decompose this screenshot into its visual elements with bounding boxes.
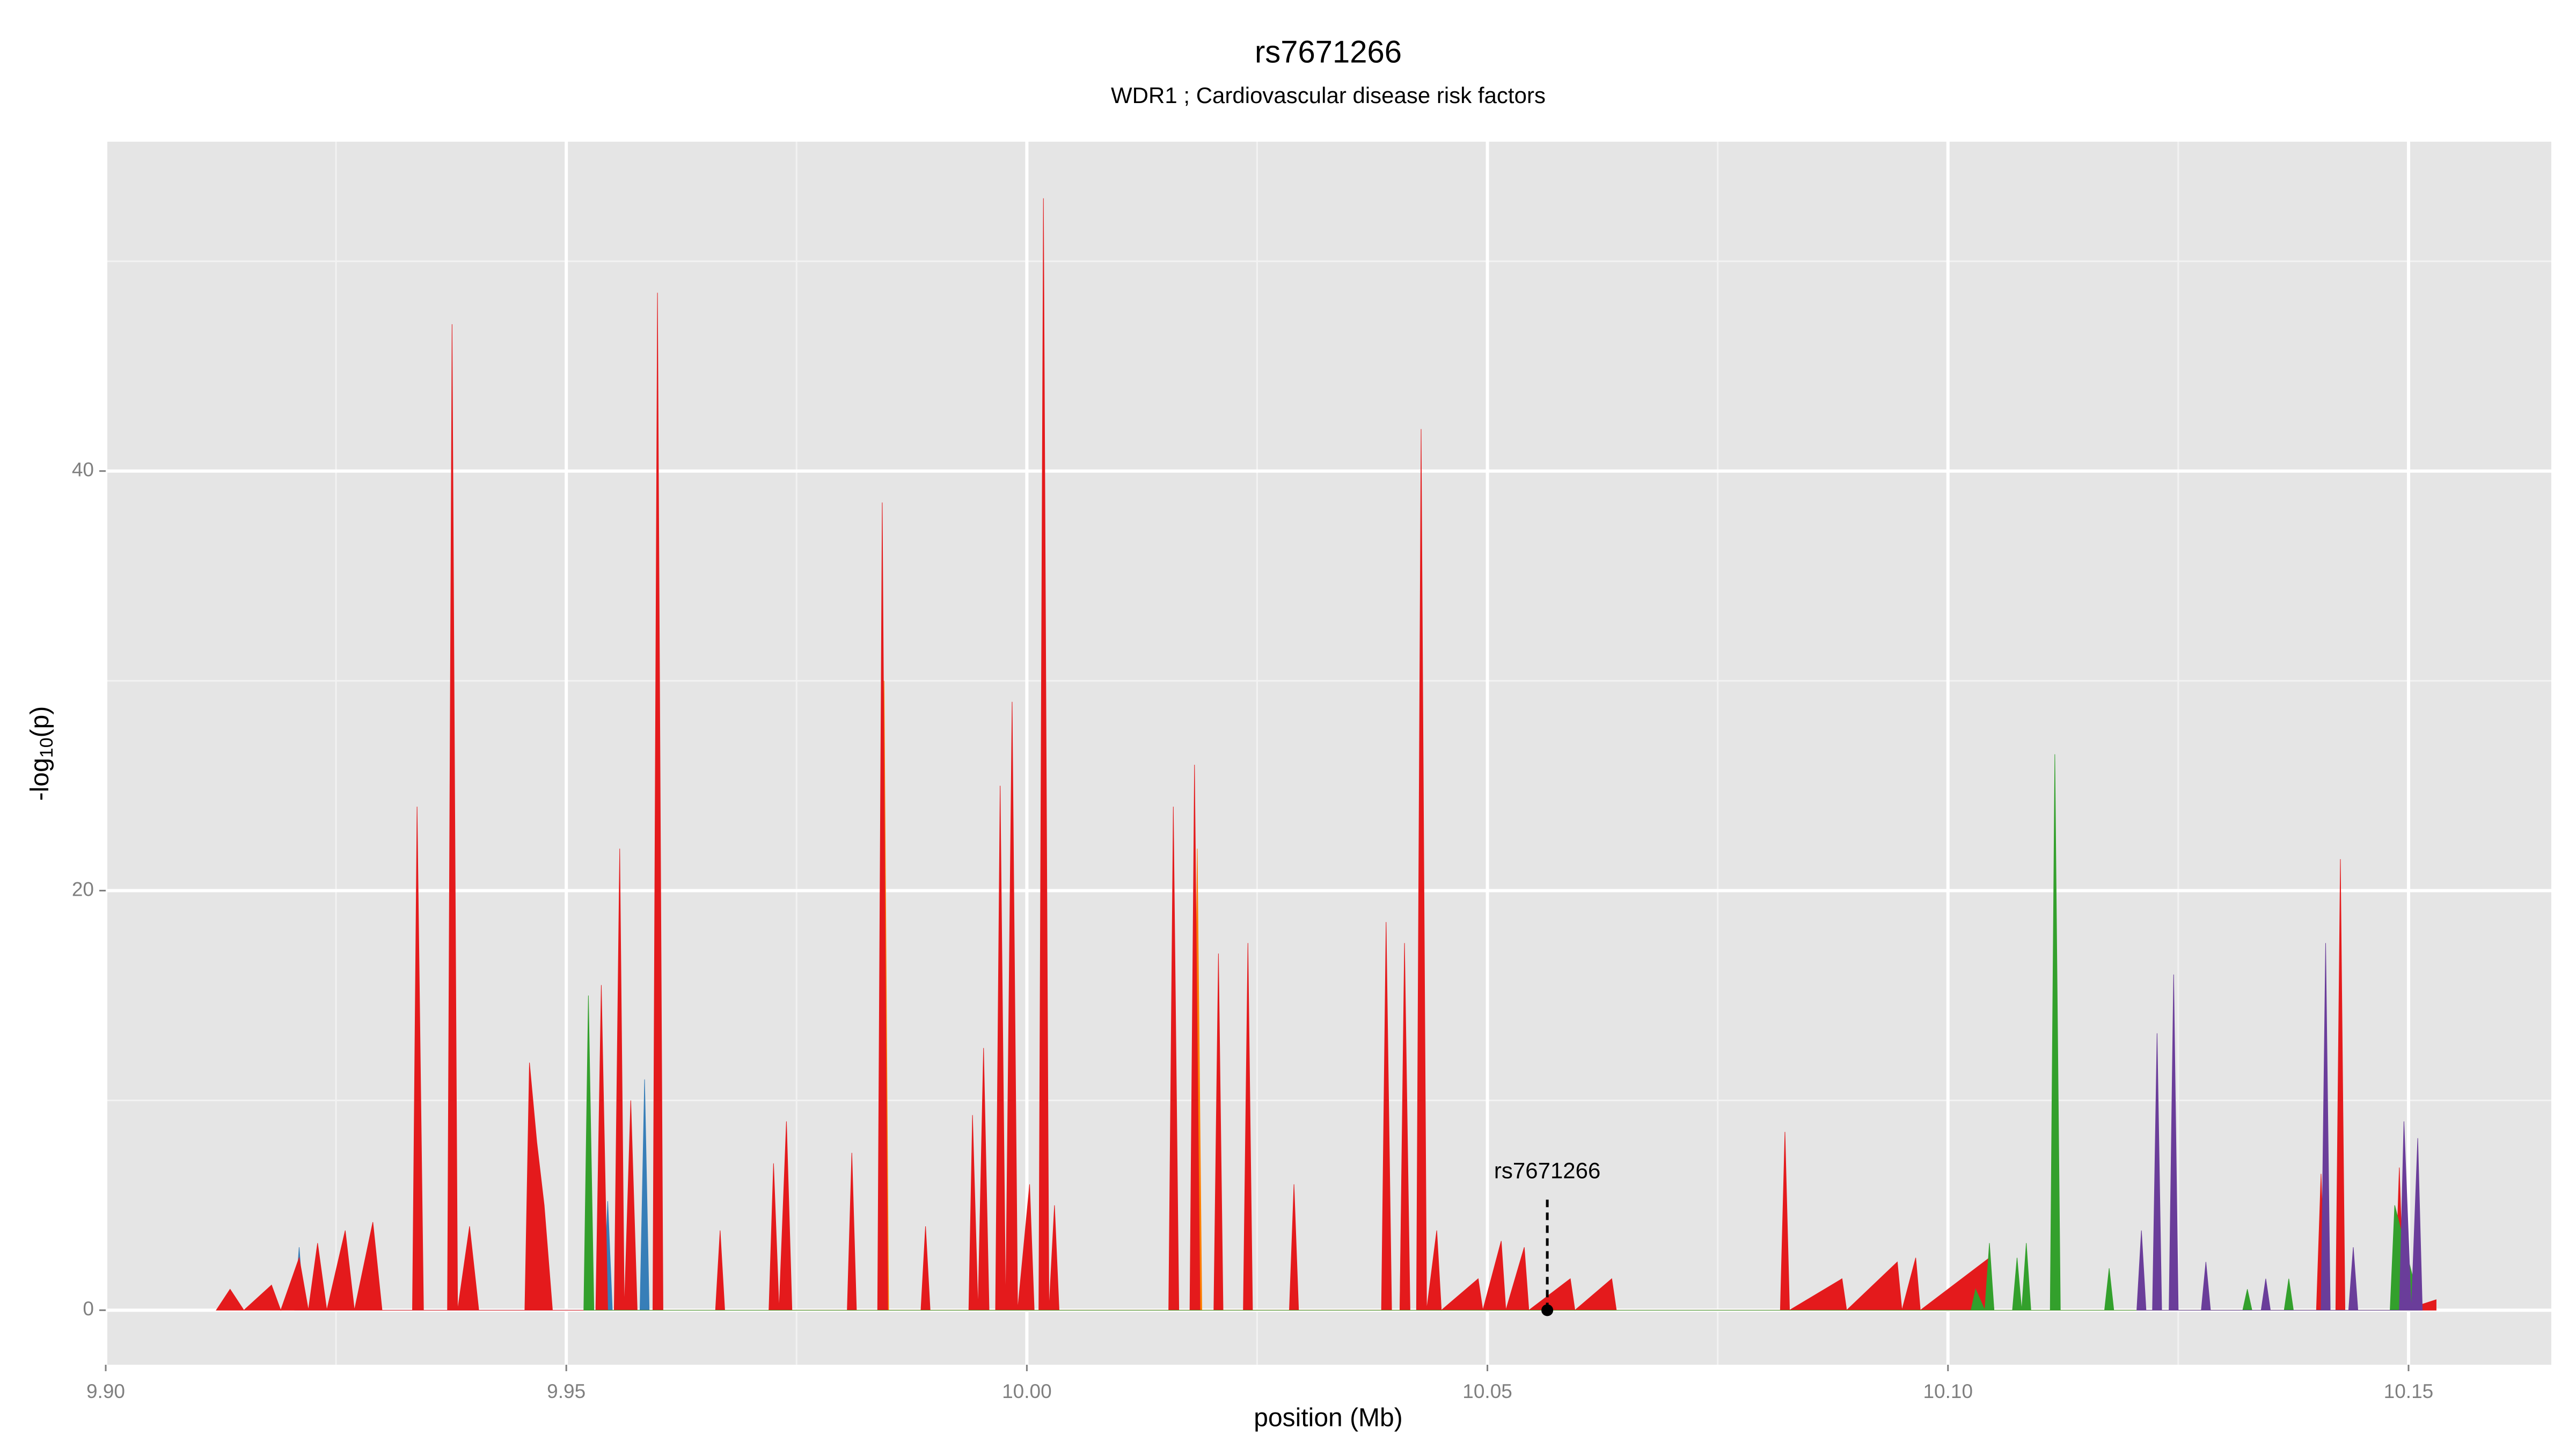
x-tick-label: 10.05 (1462, 1380, 1512, 1402)
y-tick-label: 20 (72, 878, 94, 900)
y-tick-label: 0 (83, 1298, 94, 1320)
x-tick-label: 9.95 (547, 1380, 586, 1402)
plot-background (106, 142, 2551, 1365)
x-tick-label: 10.15 (2384, 1380, 2434, 1402)
annotation-point (1541, 1304, 1554, 1316)
y-axis-title: -log10(p) (26, 706, 57, 801)
x-tick-label: 10.00 (1002, 1380, 1052, 1402)
chart-subtitle: WDR1 ; Cardiovascular disease risk facto… (1111, 83, 1546, 108)
x-tick-label: 10.10 (1923, 1380, 1973, 1402)
y-axis-title-subscript: 10 (36, 737, 57, 758)
y-axis-title-part: -log (26, 758, 54, 801)
y-tick-label: 40 (72, 459, 94, 481)
annotation-label: rs7671266 (1494, 1158, 1601, 1183)
chart-title: rs7671266 (1255, 34, 1402, 69)
y-axis-title-part: (p) (26, 706, 54, 738)
area (2136, 943, 2423, 1311)
area (216, 198, 2436, 1311)
x-axis-title: position (Mb) (1254, 1404, 1402, 1432)
x-tick-label: 9.90 (86, 1380, 125, 1402)
